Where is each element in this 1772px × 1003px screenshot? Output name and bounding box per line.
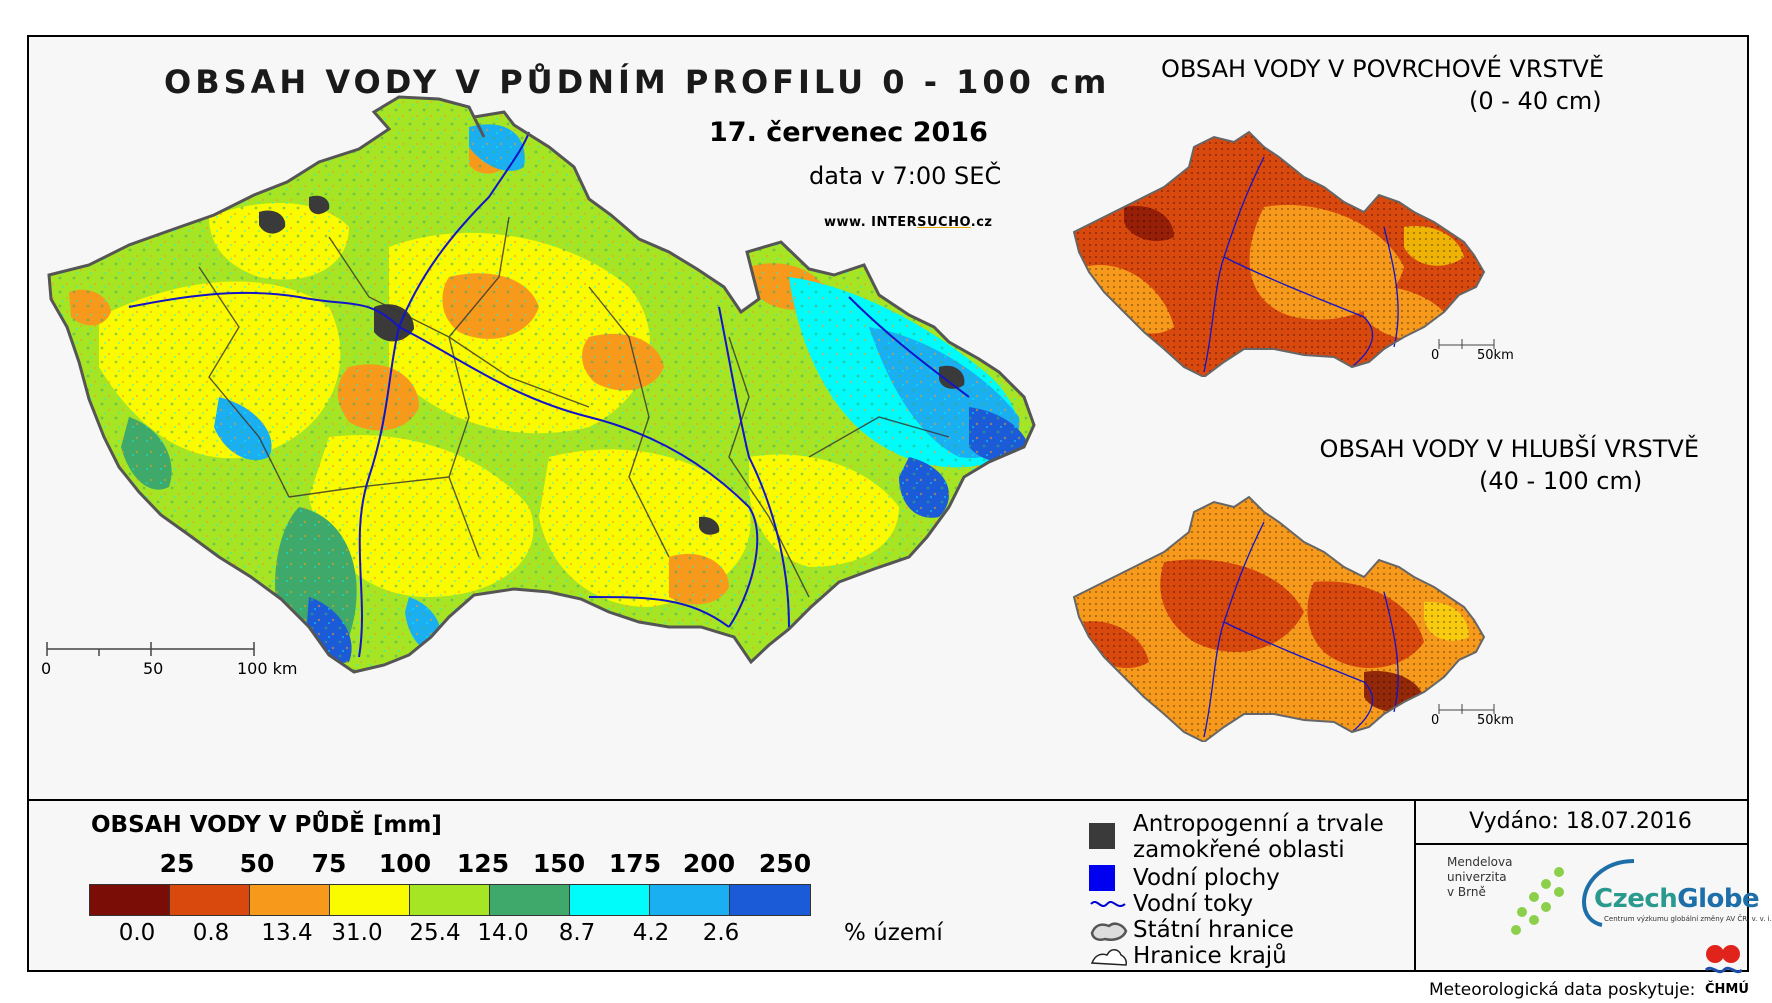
czechglobe-logo-icon (1581, 859, 1635, 927)
percent-value: 0.8 (192, 920, 230, 946)
percent-value: 14.0 (477, 920, 529, 946)
legend-percentages: 0.0 0.8 13.4 31.0 25.4 14.0 8.7 4.2 2.6 (81, 920, 981, 950)
threshold-label: 75 (311, 849, 347, 878)
inset-top-scale-50: 50km (1477, 348, 1514, 363)
inset-bottom-scale-0: 0 (1431, 713, 1440, 728)
percent-value: 31.0 (331, 920, 383, 946)
threshold-label: 200 (682, 849, 736, 878)
threshold-label: 50 (239, 849, 275, 878)
data-time: data v 7:00 SEČ (809, 162, 1002, 190)
percent-value: 25.4 (409, 920, 461, 946)
rivers-label: Vodní toky (1133, 891, 1254, 917)
meteo-provider-label: Meteorologická data poskytuje: (1429, 980, 1696, 1000)
inset-top-scale-0: 0 (1431, 348, 1440, 363)
czechglobe-a: Czech (1594, 884, 1678, 914)
main-scale-bar (46, 642, 255, 656)
percent-value: 0.0 (118, 920, 156, 946)
inset-bottom-map (1072, 495, 1495, 742)
color-swatch (730, 885, 810, 915)
inset-top-map (1072, 130, 1495, 377)
main-scale-label-100: 100 km (237, 659, 298, 678)
date-title: 17. červenec 2016 (709, 117, 988, 148)
color-swatch (170, 885, 250, 915)
main-map (46, 95, 1036, 674)
mendel-line-3: v Brně (1447, 885, 1486, 899)
threshold-label: 250 (758, 849, 812, 878)
map-area: 0 50 100 km OBSAH VODY V PŮDNÍM PROFILU … (29, 37, 1747, 799)
threshold-label: 25 (159, 849, 195, 878)
water-label: Vodní plochy (1133, 865, 1280, 891)
anthro-label-2: zamokřené oblasti (1133, 837, 1345, 863)
chmu-logo-icon (1704, 945, 1742, 974)
color-swatch (650, 885, 730, 915)
vertical-divider (1414, 801, 1416, 970)
legend-title: OBSAH VODY V PŮDĚ [mm] (91, 812, 442, 838)
threshold-label: 175 (608, 849, 662, 878)
czechglobe-name: CzechGlobe (1594, 884, 1760, 914)
legend-thresholds: 25 50 75 100 125 150 175 200 250 (81, 849, 881, 879)
legend-color-bar (89, 884, 811, 916)
inset-bottom-scale-50: 50km (1477, 713, 1514, 728)
color-swatch (570, 885, 650, 915)
color-swatch (490, 885, 570, 915)
percent-value: 13.4 (261, 920, 313, 946)
river-icon (1090, 901, 1126, 907)
percent-unit: % území (844, 920, 943, 946)
main-title: OBSAH VODY V PŮDNÍM PROFILU 0 - 100 cm (164, 63, 1111, 101)
inset-bottom-subtitle: (40 - 100 cm) (1479, 467, 1643, 495)
threshold-label: 150 (532, 849, 586, 878)
anthropogenic-swatch (1089, 823, 1115, 849)
main-scale-label-50: 50 (143, 659, 164, 678)
water-swatch (1089, 865, 1115, 891)
threshold-label: 125 (456, 849, 510, 878)
color-swatch (250, 885, 330, 915)
border-label: Státní hranice (1133, 917, 1294, 943)
percent-value: 8.7 (558, 920, 596, 946)
percent-value: 2.6 (702, 920, 740, 946)
horizontal-divider (29, 799, 1747, 801)
threshold-label: 100 (378, 849, 432, 878)
regions-label: Hranice krajů (1133, 943, 1287, 969)
mendel-logo-icon (1511, 867, 1564, 935)
issued-date: Vydáno: 18.07.2016 (1414, 801, 1747, 845)
percent-value: 4.2 (632, 920, 670, 946)
web-link[interactable]: www. INTERSUCHO.cz (824, 215, 992, 230)
web-suffix: .cz (970, 215, 993, 230)
anthro-label-1: Antropogenní a trvale (1133, 811, 1384, 837)
mendel-line-1: Mendelova (1447, 855, 1513, 869)
color-swatch (410, 885, 490, 915)
chmu-label: ČHMÚ (1705, 982, 1749, 997)
czechglobe-subtitle: Centrum výzkumu globální změny AV ČR, v.… (1604, 915, 1772, 923)
web-mid: SUCHO (917, 215, 971, 230)
czechglobe-b: Globe (1677, 884, 1760, 914)
main-scale-label-0: 0 (41, 659, 52, 678)
inset-top-title: OBSAH VODY V POVRCHOVÉ VRSTVĚ (1161, 55, 1604, 83)
inset-bottom-title: OBSAH VODY V HLUBŠÍ VRSTVĚ (1319, 435, 1699, 463)
mendel-logo-text: Mendelova univerzita v Brně (1447, 855, 1512, 900)
state-border-icon (1090, 922, 1128, 941)
color-swatch (90, 885, 170, 915)
color-swatch (330, 885, 410, 915)
region-border-icon (1090, 949, 1127, 966)
map-frame: 0 50 100 km OBSAH VODY V PŮDNÍM PROFILU … (27, 35, 1772, 1000)
mendel-line-2: univerzita (1447, 870, 1507, 884)
inset-top-subtitle: (0 - 40 cm) (1469, 87, 1602, 115)
web-prefix: www. INTER (824, 215, 918, 230)
